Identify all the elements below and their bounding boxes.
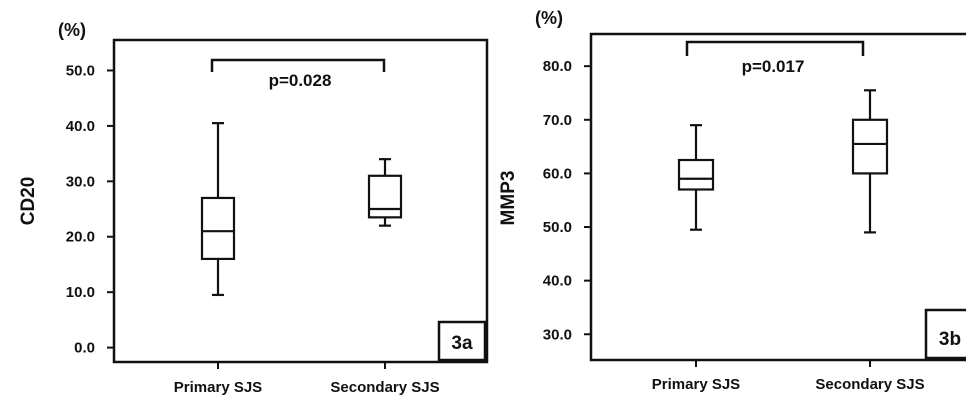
box-iqr [200,196,236,261]
y-tick-label-3a: 0.0 [74,340,95,357]
y-tick-label-3b: 60.0 [543,165,572,182]
panel-tag-3b: 3b [939,329,961,350]
y-axis-3b: 30.0 40.0 50.0 60.0 70.0 80.0 [543,58,591,343]
box-iqr [367,174,403,219]
p-value-3b: p=0.017 [742,57,805,76]
significance-bracket-3a [210,58,386,72]
plot-frame-3b [589,32,966,362]
x-categories-3b: Primary SJS Secondary SJS [652,360,925,393]
p-value-3a: p=0.028 [269,71,332,90]
panel-3b: (%) MMP3 30.0 40.0 50.0 60.0 70.0 80.0 Primar… [498,8,966,393]
panel-3a: (%) CD20 0.0 10.0 20.0 30.0 40.0 50.0 Primary… [18,20,489,396]
y-axis-label-3a: CD20 [18,177,39,226]
y-tick-label-3a: 10.0 [66,284,95,301]
y-tick-label-3a: 40.0 [66,118,95,135]
significance-bracket-3b [685,40,865,56]
y-tick-label-3a: 20.0 [66,229,95,246]
y-tick-label-3b: 30.0 [543,326,572,343]
y-tick-label-3b: 70.0 [543,112,572,129]
y-tick-label-3b: 80.0 [543,58,572,75]
boxes-3b [677,89,889,234]
y-axis-3a: 0.0 10.0 20.0 30.0 40.0 50.0 [66,62,114,357]
y-tick-label-3a: 50.0 [66,62,95,79]
box-iqr [677,158,715,191]
panel-tag-box-3a [437,320,487,362]
plot-frame-3a [112,38,489,364]
x-categories-3a: Primary SJS Secondary SJS [174,362,440,396]
box-iqr [851,118,889,175]
unit-label-3b: (%) [535,8,563,28]
x-category-label-3a: Primary SJS [174,379,262,396]
y-tick-label-3b: 50.0 [543,219,572,236]
unit-label-3a: (%) [58,20,86,40]
y-tick-label-3b: 40.0 [543,273,572,290]
y-axis-label-3b: MMP3 [498,171,519,226]
x-category-label-3b: Secondary SJS [815,376,924,393]
panel-tag-box-3b [924,308,966,360]
panel-tag-3a: 3a [451,333,473,354]
x-category-label-3a: Secondary SJS [330,379,439,396]
y-tick-label-3a: 30.0 [66,173,95,190]
x-category-label-3b: Primary SJS [652,376,740,393]
boxes-3a [200,122,403,297]
